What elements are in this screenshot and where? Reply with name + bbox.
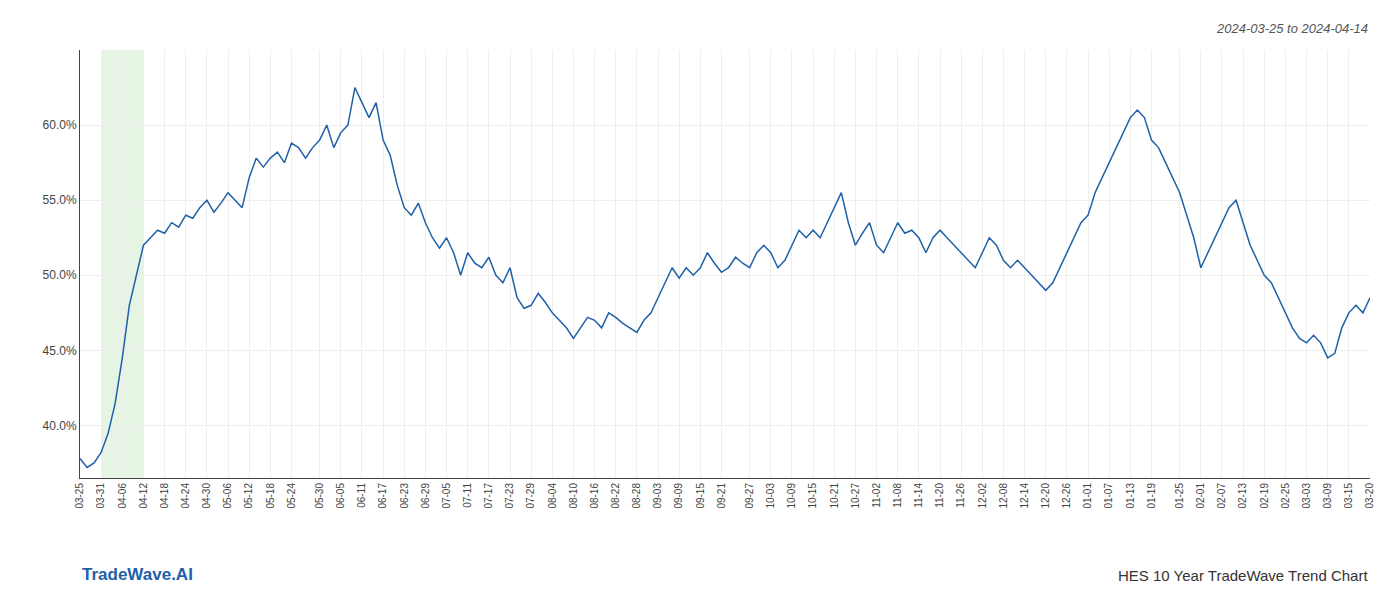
svg-text:02-13: 02-13	[1237, 483, 1248, 509]
svg-text:08-10: 08-10	[568, 483, 579, 509]
svg-text:04-24: 04-24	[180, 483, 191, 509]
svg-text:03-15: 03-15	[1343, 483, 1354, 509]
svg-text:11-26: 11-26	[955, 483, 966, 508]
svg-text:2024-03-25 to 2024-04-14: 2024-03-25 to 2024-04-14	[1216, 21, 1368, 36]
svg-text:45.0%: 45.0%	[43, 344, 77, 358]
svg-text:03-20: 03-20	[1364, 483, 1375, 509]
svg-text:12-26: 12-26	[1061, 483, 1072, 509]
svg-text:09-15: 09-15	[695, 483, 706, 509]
svg-text:11-08: 11-08	[892, 483, 903, 508]
svg-text:01-13: 01-13	[1125, 483, 1136, 509]
svg-text:03-25: 03-25	[74, 483, 85, 509]
svg-text:10-21: 10-21	[829, 483, 840, 509]
svg-text:05-24: 05-24	[286, 483, 297, 509]
svg-text:06-05: 06-05	[335, 483, 346, 509]
svg-text:12-20: 12-20	[1040, 483, 1051, 509]
svg-text:55.0%: 55.0%	[43, 193, 77, 207]
svg-text:09-27: 09-27	[744, 483, 755, 509]
svg-text:04-18: 04-18	[159, 483, 170, 509]
svg-text:TradeWave.AI: TradeWave.AI	[82, 565, 193, 584]
svg-text:08-04: 08-04	[547, 483, 558, 509]
svg-text:10-09: 10-09	[786, 483, 797, 509]
svg-text:03-03: 03-03	[1301, 483, 1312, 509]
svg-text:03-09: 03-09	[1322, 483, 1333, 509]
svg-text:05-18: 05-18	[265, 483, 276, 509]
svg-text:04-06: 04-06	[117, 483, 128, 509]
svg-text:05-30: 05-30	[314, 483, 325, 509]
svg-text:12-08: 12-08	[998, 483, 1009, 509]
svg-text:07-29: 07-29	[525, 483, 536, 509]
svg-text:10-03: 10-03	[765, 483, 776, 509]
svg-text:01-07: 01-07	[1103, 483, 1114, 509]
svg-text:05-06: 05-06	[222, 483, 233, 509]
svg-text:10-27: 10-27	[850, 483, 861, 509]
svg-text:02-01: 02-01	[1195, 483, 1206, 509]
svg-text:09-03: 09-03	[652, 483, 663, 509]
svg-text:01-01: 01-01	[1082, 483, 1093, 509]
svg-text:04-30: 04-30	[201, 483, 212, 509]
svg-text:HES 10 Year TradeWave Trend Ch: HES 10 Year TradeWave Trend Chart	[1118, 567, 1368, 584]
svg-text:06-11: 06-11	[356, 483, 367, 508]
svg-text:07-11: 07-11	[462, 483, 473, 508]
svg-text:02-07: 02-07	[1216, 483, 1227, 509]
svg-text:08-16: 08-16	[589, 483, 600, 509]
svg-text:08-28: 08-28	[631, 483, 642, 509]
svg-text:10-15: 10-15	[807, 483, 818, 509]
svg-text:40.0%: 40.0%	[43, 419, 77, 433]
svg-text:03-31: 03-31	[95, 483, 106, 509]
svg-text:02-25: 02-25	[1280, 483, 1291, 509]
svg-text:01-19: 01-19	[1146, 483, 1157, 509]
svg-text:04-12: 04-12	[138, 483, 149, 509]
svg-text:05-12: 05-12	[243, 483, 254, 509]
svg-text:12-14: 12-14	[1019, 483, 1030, 509]
svg-text:01-25: 01-25	[1174, 483, 1185, 509]
svg-text:06-17: 06-17	[377, 483, 388, 509]
svg-text:06-29: 06-29	[420, 483, 431, 509]
svg-text:08-22: 08-22	[610, 483, 621, 509]
svg-text:12-02: 12-02	[977, 483, 988, 509]
svg-text:07-05: 07-05	[441, 483, 452, 509]
svg-text:11-14: 11-14	[913, 483, 924, 508]
svg-text:50.0%: 50.0%	[43, 268, 77, 282]
svg-text:11-02: 11-02	[871, 483, 882, 508]
svg-text:07-23: 07-23	[504, 483, 515, 509]
svg-text:07-17: 07-17	[483, 483, 494, 509]
svg-text:60.0%: 60.0%	[43, 118, 77, 132]
svg-text:09-21: 09-21	[716, 483, 727, 509]
svg-text:09-09: 09-09	[673, 483, 684, 509]
svg-text:11-20: 11-20	[934, 483, 945, 508]
svg-text:02-19: 02-19	[1259, 483, 1270, 509]
svg-text:06-23: 06-23	[399, 483, 410, 509]
